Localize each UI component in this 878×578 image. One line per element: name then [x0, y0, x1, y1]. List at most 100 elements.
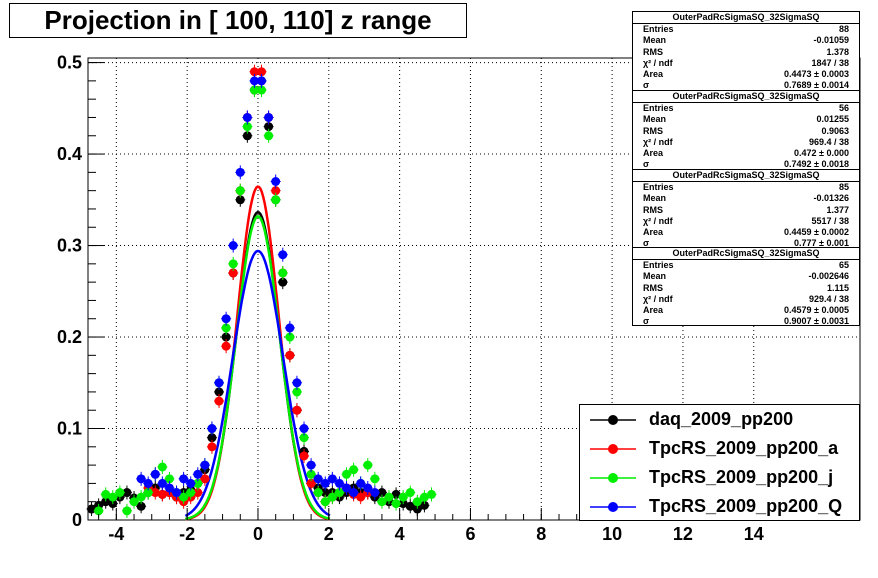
data-point [412, 494, 423, 509]
x-tick-label: 14 [744, 524, 764, 544]
data-point [362, 458, 373, 473]
stats-value: 0.9063 [821, 125, 849, 136]
data-point [235, 165, 246, 180]
data-point [178, 490, 189, 505]
data-point [185, 476, 196, 491]
data-point [136, 490, 147, 505]
data-point [214, 394, 225, 409]
stats-key: Mean [643, 271, 667, 282]
data-point [277, 247, 288, 262]
y-tick-label: 0.3 [57, 236, 82, 256]
data-point [93, 503, 104, 518]
axes: -4 -2 0 2 4 6 8 10 12 14 0 0.1 0.2 0.3 0.4 0.5 [57, 53, 861, 544]
stats-key: RMS [643, 204, 663, 215]
y-tick-label: 0.2 [57, 327, 82, 347]
data-point [320, 494, 331, 509]
data-point [348, 485, 359, 500]
x-tick-label: 8 [536, 524, 546, 544]
stats-value: 1.378 [826, 46, 849, 57]
stats-row: RMS 0.9063 [633, 126, 859, 137]
stats-row: Entries 85 [633, 182, 859, 193]
stats-row: σ 0.777 ± 0.001 [633, 238, 859, 249]
data-point [376, 494, 387, 509]
stats-key: σ [643, 316, 650, 327]
data-point [199, 458, 210, 473]
data-point [206, 439, 217, 454]
stats-key: χ² / ndf [643, 215, 673, 226]
stats-row: Area 0.472 ± 0.000 [633, 148, 859, 159]
stats-key: Mean [643, 114, 667, 125]
y-tick-label: 0.4 [57, 144, 82, 164]
stats-key: χ² / ndf [643, 293, 673, 304]
stats-key: σ [643, 159, 650, 170]
legend-marker [590, 415, 636, 425]
stats-value: 0.7492 ± 0.0018 [784, 159, 849, 170]
legend: daq_2009_pp200 TpcRS_2009_pp200_a TpcRS_20… [579, 404, 860, 521]
stats-row: RMS 1.377 [633, 205, 859, 216]
stats-key: χ² / ndf [643, 57, 673, 68]
data-point [299, 448, 310, 463]
stats-row: Entries 65 [633, 260, 859, 271]
data-point [391, 496, 402, 511]
data-point [150, 467, 161, 482]
stats-value: 0.777 ± 0.001 [794, 238, 849, 249]
data-point [270, 192, 281, 207]
x-tick-label: 10 [602, 524, 622, 544]
data-point [291, 403, 302, 418]
legend-entry: TpcRS_2009_pp200_a [580, 434, 859, 463]
stats-key: Entries [643, 103, 674, 113]
stats-key: Area [643, 227, 664, 238]
data-point [235, 183, 246, 198]
data-point [284, 320, 295, 335]
x-tick-label: 2 [324, 524, 334, 544]
y-tick-label: 0 [72, 510, 82, 530]
stats-row: Area 0.4473 ± 0.0003 [633, 69, 859, 80]
stats-row: Mean -0.002646 [633, 271, 859, 282]
stats-value: 0.472 ± 0.000 [794, 148, 849, 159]
stats-row: Mean -0.01059 [633, 35, 859, 46]
stats-value: 1.377 [826, 204, 849, 215]
stats-row: χ² / ndf 1847 / 38 [633, 58, 859, 69]
data-point [143, 476, 154, 491]
stats-value: 0.4459 ± 0.0002 [784, 227, 849, 238]
stats-value: 0.4579 ± 0.0005 [784, 305, 849, 316]
data-point [327, 471, 338, 486]
stats-box-title: OuterPadRcSigmaSQ_32SigmaSQ [633, 248, 859, 260]
data-point [157, 459, 168, 474]
stats-row: σ 0.9007 ± 0.0031 [633, 316, 859, 327]
legend-entry: TpcRS_2009_pp200_Q [580, 492, 859, 521]
stats-row: Mean -0.01326 [633, 193, 859, 204]
data-point [263, 128, 274, 143]
data-point [129, 494, 140, 509]
stats-value: 929.4 / 38 [808, 293, 849, 304]
data-point [107, 490, 118, 505]
data-point [121, 503, 132, 518]
stats-key: RMS [643, 125, 663, 136]
data-point [355, 476, 366, 491]
data-point [206, 421, 217, 436]
data-point [320, 476, 331, 491]
stats-box: OuterPadRcSigmaSQ_32SigmaSQ Entries 65 Mean… [632, 247, 860, 326]
legend-entry: daq_2009_pp200 [580, 405, 859, 434]
data-point [263, 110, 274, 125]
stats-row: Mean 0.01255 [633, 114, 859, 125]
data-point [284, 348, 295, 363]
legend-marker [590, 444, 636, 454]
legend-marker [590, 502, 636, 512]
data-point [178, 471, 189, 486]
stats-value: 88 [838, 24, 849, 34]
stats-key: Area [643, 69, 664, 80]
data-point [426, 487, 437, 502]
stats-key: Area [643, 305, 664, 316]
data-point [334, 476, 345, 491]
data-point [199, 471, 210, 486]
stats-row: Area 0.4459 ± 0.0002 [633, 227, 859, 238]
stats-row: χ² / ndf 929.4 / 38 [633, 294, 859, 305]
data-points [86, 64, 437, 518]
stats-box: OuterPadRcSigmaSQ_32SigmaSQ Entries 85 Mean… [632, 169, 860, 249]
data-point [284, 330, 295, 345]
stats-value: -0.002646 [808, 271, 849, 282]
stats-key: Area [643, 148, 664, 159]
stats-value: 65 [838, 260, 849, 270]
data-point [228, 238, 239, 253]
